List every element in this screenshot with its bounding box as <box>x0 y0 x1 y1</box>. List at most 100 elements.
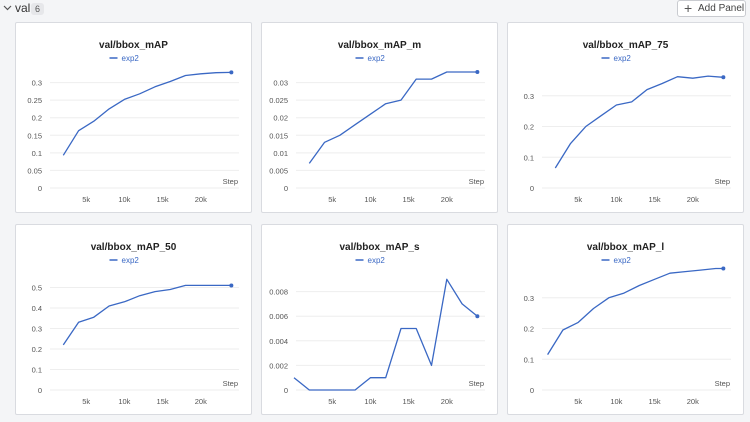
legend[interactable]: exp2 <box>355 54 386 63</box>
chart-title: val/bbox_mAP_m <box>338 40 421 51</box>
y-tick-label: 0.02 <box>273 114 288 123</box>
chart-panel[interactable]: val/bbox_mAP_75 exp2 0 0.1 0.2 0.3 5k 10k 15k 20k… <box>507 22 744 213</box>
y-tick-label: 0 <box>530 184 534 193</box>
y-tick-label: 0 <box>530 386 534 395</box>
chart-panel[interactable]: val/bbox_mAP_s exp2 0 0.002 0.004 0.006 0.008 5… <box>261 224 498 415</box>
y-tick-label: 0 <box>284 184 288 193</box>
y-tick-label: 0.05 <box>27 166 42 175</box>
x-tick-label: 15k <box>157 195 169 204</box>
chart-title: val/bbox_mAP_s <box>339 242 419 253</box>
y-tick-label: 0.006 <box>269 312 288 321</box>
series-line[interactable] <box>293 278 478 391</box>
x-tick-label: 5k <box>328 397 336 406</box>
last-point-marker <box>475 314 480 319</box>
x-axis-label: Step <box>715 177 730 186</box>
x-axis-label: Step <box>469 177 484 186</box>
x-axis-label: Step <box>469 379 484 388</box>
y-tick-label: 0.025 <box>269 96 288 105</box>
add-panel-button[interactable]: + Add Panel <box>677 0 746 17</box>
panel-count-badge: 6 <box>31 3 45 15</box>
x-tick-label: 20k <box>441 195 453 204</box>
series-line[interactable] <box>62 284 232 346</box>
y-tick-label: 0.2 <box>32 114 42 123</box>
x-axis-label: Step <box>223 379 238 388</box>
x-tick-label: 20k <box>687 397 699 406</box>
y-tick-label: 0.3 <box>32 79 42 88</box>
chart-panel[interactable]: val/bbox_mAP exp2 0 0.05 0.1 0.15 0.2 0.25 0.3 5k… <box>15 22 252 213</box>
y-tick-label: 0.2 <box>524 325 534 334</box>
section-header: val 6 + Add Panel <box>0 0 750 20</box>
x-tick-label: 5k <box>82 195 90 204</box>
chart-svg: val/bbox_mAP_l exp2 0 0.1 0.2 0.3 5k 10k 15k 20k S… <box>524 242 731 406</box>
y-tick-label: 0.25 <box>27 96 42 105</box>
x-tick-label: 15k <box>649 195 661 204</box>
y-tick-label: 0.01 <box>273 149 288 158</box>
add-panel-label: Add Panel <box>698 3 745 14</box>
x-tick-label: 5k <box>574 397 582 406</box>
x-tick-label: 10k <box>118 195 130 204</box>
x-tick-label: 15k <box>403 397 415 406</box>
y-tick-label: 0.1 <box>32 366 42 375</box>
legend-label: exp2 <box>368 54 386 63</box>
last-point-marker <box>229 283 234 288</box>
legend[interactable]: exp2 <box>601 256 632 265</box>
legend[interactable]: exp2 <box>109 256 140 265</box>
y-tick-label: 0.1 <box>32 149 42 158</box>
legend-label: exp2 <box>122 54 140 63</box>
y-tick-label: 0.3 <box>524 92 534 101</box>
y-tick-label: 0.03 <box>273 79 288 88</box>
series-line[interactable] <box>554 75 724 169</box>
x-tick-label: 15k <box>649 397 661 406</box>
x-tick-label: 5k <box>574 195 582 204</box>
y-tick-label: 0.15 <box>27 131 42 140</box>
chart-title: val/bbox_mAP_l <box>587 242 664 253</box>
legend-label: exp2 <box>614 256 632 265</box>
legend[interactable]: exp2 <box>109 54 140 63</box>
x-tick-label: 10k <box>364 397 376 406</box>
x-tick-label: 15k <box>157 397 169 406</box>
y-tick-label: 0 <box>284 386 288 395</box>
legend-label: exp2 <box>614 54 632 63</box>
x-tick-label: 5k <box>328 195 336 204</box>
chart-panel[interactable]: val/bbox_mAP_m exp2 0 0.005 0.01 0.015 0.02 0.0… <box>261 22 498 213</box>
chart-title: val/bbox_mAP_50 <box>91 242 177 253</box>
y-tick-label: 0.3 <box>524 294 534 303</box>
chart-svg: val/bbox_mAP exp2 0 0.05 0.1 0.15 0.2 0.25 0.3 5k… <box>27 40 239 204</box>
series-line[interactable] <box>547 267 724 355</box>
x-tick-label: 15k <box>403 195 415 204</box>
x-tick-label: 10k <box>364 195 376 204</box>
x-tick-label: 10k <box>118 397 130 406</box>
y-tick-label: 0.004 <box>269 337 288 346</box>
chart-title: val/bbox_mAP <box>99 40 168 51</box>
chart-svg: val/bbox_mAP_m exp2 0 0.005 0.01 0.015 0.02 0.0… <box>269 40 485 204</box>
chevron-down-icon[interactable] <box>3 3 12 12</box>
y-tick-label: 0.015 <box>269 131 288 140</box>
x-tick-label: 20k <box>687 195 699 204</box>
y-tick-label: 0.1 <box>524 355 534 364</box>
legend[interactable]: exp2 <box>355 256 386 265</box>
legend-label: exp2 <box>368 256 386 265</box>
last-point-marker <box>229 70 234 75</box>
chart-svg: val/bbox_mAP_50 exp2 0 0.1 0.2 0.3 0.4 0.5 5k 10k… <box>32 242 239 406</box>
chart-svg: val/bbox_mAP_75 exp2 0 0.1 0.2 0.3 5k 10k 15k 20k… <box>524 40 731 204</box>
section-title[interactable]: val <box>15 1 31 15</box>
y-tick-label: 0.2 <box>524 123 534 132</box>
chart-panel[interactable]: val/bbox_mAP_50 exp2 0 0.1 0.2 0.3 0.4 0.5 5k 10k… <box>15 224 252 415</box>
x-tick-label: 10k <box>610 195 622 204</box>
x-tick-label: 5k <box>82 397 90 406</box>
last-point-marker <box>475 70 480 75</box>
chart-title: val/bbox_mAP_75 <box>583 40 669 51</box>
series-line[interactable] <box>308 71 478 164</box>
x-axis-label: Step <box>223 177 238 186</box>
series-line[interactable] <box>62 71 232 156</box>
y-tick-label: 0.005 <box>269 166 288 175</box>
y-tick-label: 0 <box>38 184 42 193</box>
last-point-marker <box>721 266 726 271</box>
x-axis-label: Step <box>715 379 730 388</box>
x-tick-label: 20k <box>195 397 207 406</box>
chart-panel[interactable]: val/bbox_mAP_l exp2 0 0.1 0.2 0.3 5k 10k 15k 20k S… <box>507 224 744 415</box>
legend[interactable]: exp2 <box>601 54 632 63</box>
x-tick-label: 20k <box>441 397 453 406</box>
y-tick-label: 0.2 <box>32 345 42 354</box>
y-tick-label: 0.1 <box>524 153 534 162</box>
